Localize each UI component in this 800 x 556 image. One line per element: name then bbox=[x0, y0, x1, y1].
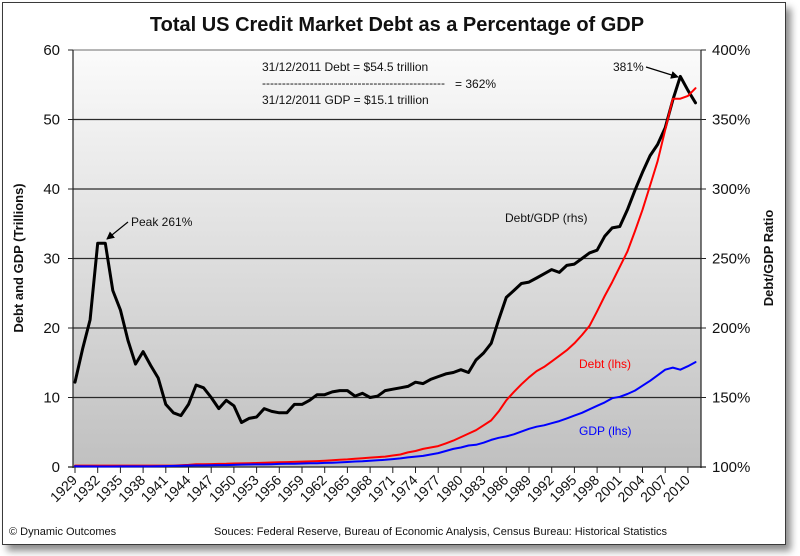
annotation-gdp-2011: 31/12/2011 GDP = $15.1 trillion bbox=[262, 93, 429, 107]
annotation-peak-arrow bbox=[106, 221, 129, 240]
y-axis-left-label: Debt and GDP (Trillions) bbox=[11, 183, 26, 332]
x-tick-label: 2010 bbox=[660, 472, 693, 505]
y-tick-label-right: 300% bbox=[712, 181, 750, 198]
annotation-peak: Peak 261% bbox=[131, 215, 193, 229]
annotation-max-arrow bbox=[645, 66, 679, 79]
series-label-gdp: GDP (lhs) bbox=[579, 424, 631, 438]
chart-title: Total US Credit Market Debt as a Percent… bbox=[150, 14, 644, 36]
annotation-debt-2011: 31/12/2011 Debt = $54.5 trillion bbox=[262, 60, 428, 74]
y-tick-label-right: 400% bbox=[712, 42, 750, 59]
y-axis-right-label: Debt/GDP Ratio bbox=[761, 210, 776, 307]
y-tick-label-left: 60 bbox=[43, 42, 60, 59]
annotation-ratio-2011: = 362% bbox=[455, 77, 496, 91]
y-tick-label-right: 250% bbox=[712, 251, 750, 268]
annotation-divider: ----------------------------------------… bbox=[262, 76, 445, 90]
y-tick-label-left: 20 bbox=[43, 320, 60, 337]
gridlines bbox=[73, 49, 701, 399]
y-tick-label-left: 0 bbox=[52, 459, 60, 476]
y-tick-label-left: 50 bbox=[43, 112, 60, 129]
footer-copyright: © Dynamic Outcomes bbox=[9, 526, 117, 538]
x-axis-ticks: 1929193219351938194119441947195019531956… bbox=[47, 467, 693, 505]
annotation-max: 381% bbox=[613, 60, 644, 74]
y-tick-label-right: 150% bbox=[712, 390, 750, 407]
footer-sources: Souces: Federal Reserve, Bureau of Econo… bbox=[214, 526, 668, 538]
y-axis-right-ticks: 100% 150% 200% 250% 300% 350% 400% bbox=[701, 42, 750, 476]
series-lines bbox=[73, 74, 697, 468]
y-axis-left-ticks: 0 10 20 30 40 50 60 bbox=[43, 42, 73, 476]
y-tick-label-right: 200% bbox=[712, 320, 750, 337]
y-tick-label-left: 10 bbox=[43, 390, 60, 407]
series-label-debt: Debt (lhs) bbox=[579, 357, 631, 371]
series-line-gdp-lhs bbox=[74, 361, 697, 468]
y-tick-label-left: 30 bbox=[43, 251, 60, 268]
y-tick-label-right: 350% bbox=[712, 112, 750, 129]
y-tick-label-left: 40 bbox=[43, 181, 60, 198]
y-tick-label-right: 100% bbox=[712, 459, 750, 476]
series-line-debt-gdp-rhs bbox=[73, 74, 697, 424]
series-label-ratio: Debt/GDP (rhs) bbox=[505, 211, 587, 225]
